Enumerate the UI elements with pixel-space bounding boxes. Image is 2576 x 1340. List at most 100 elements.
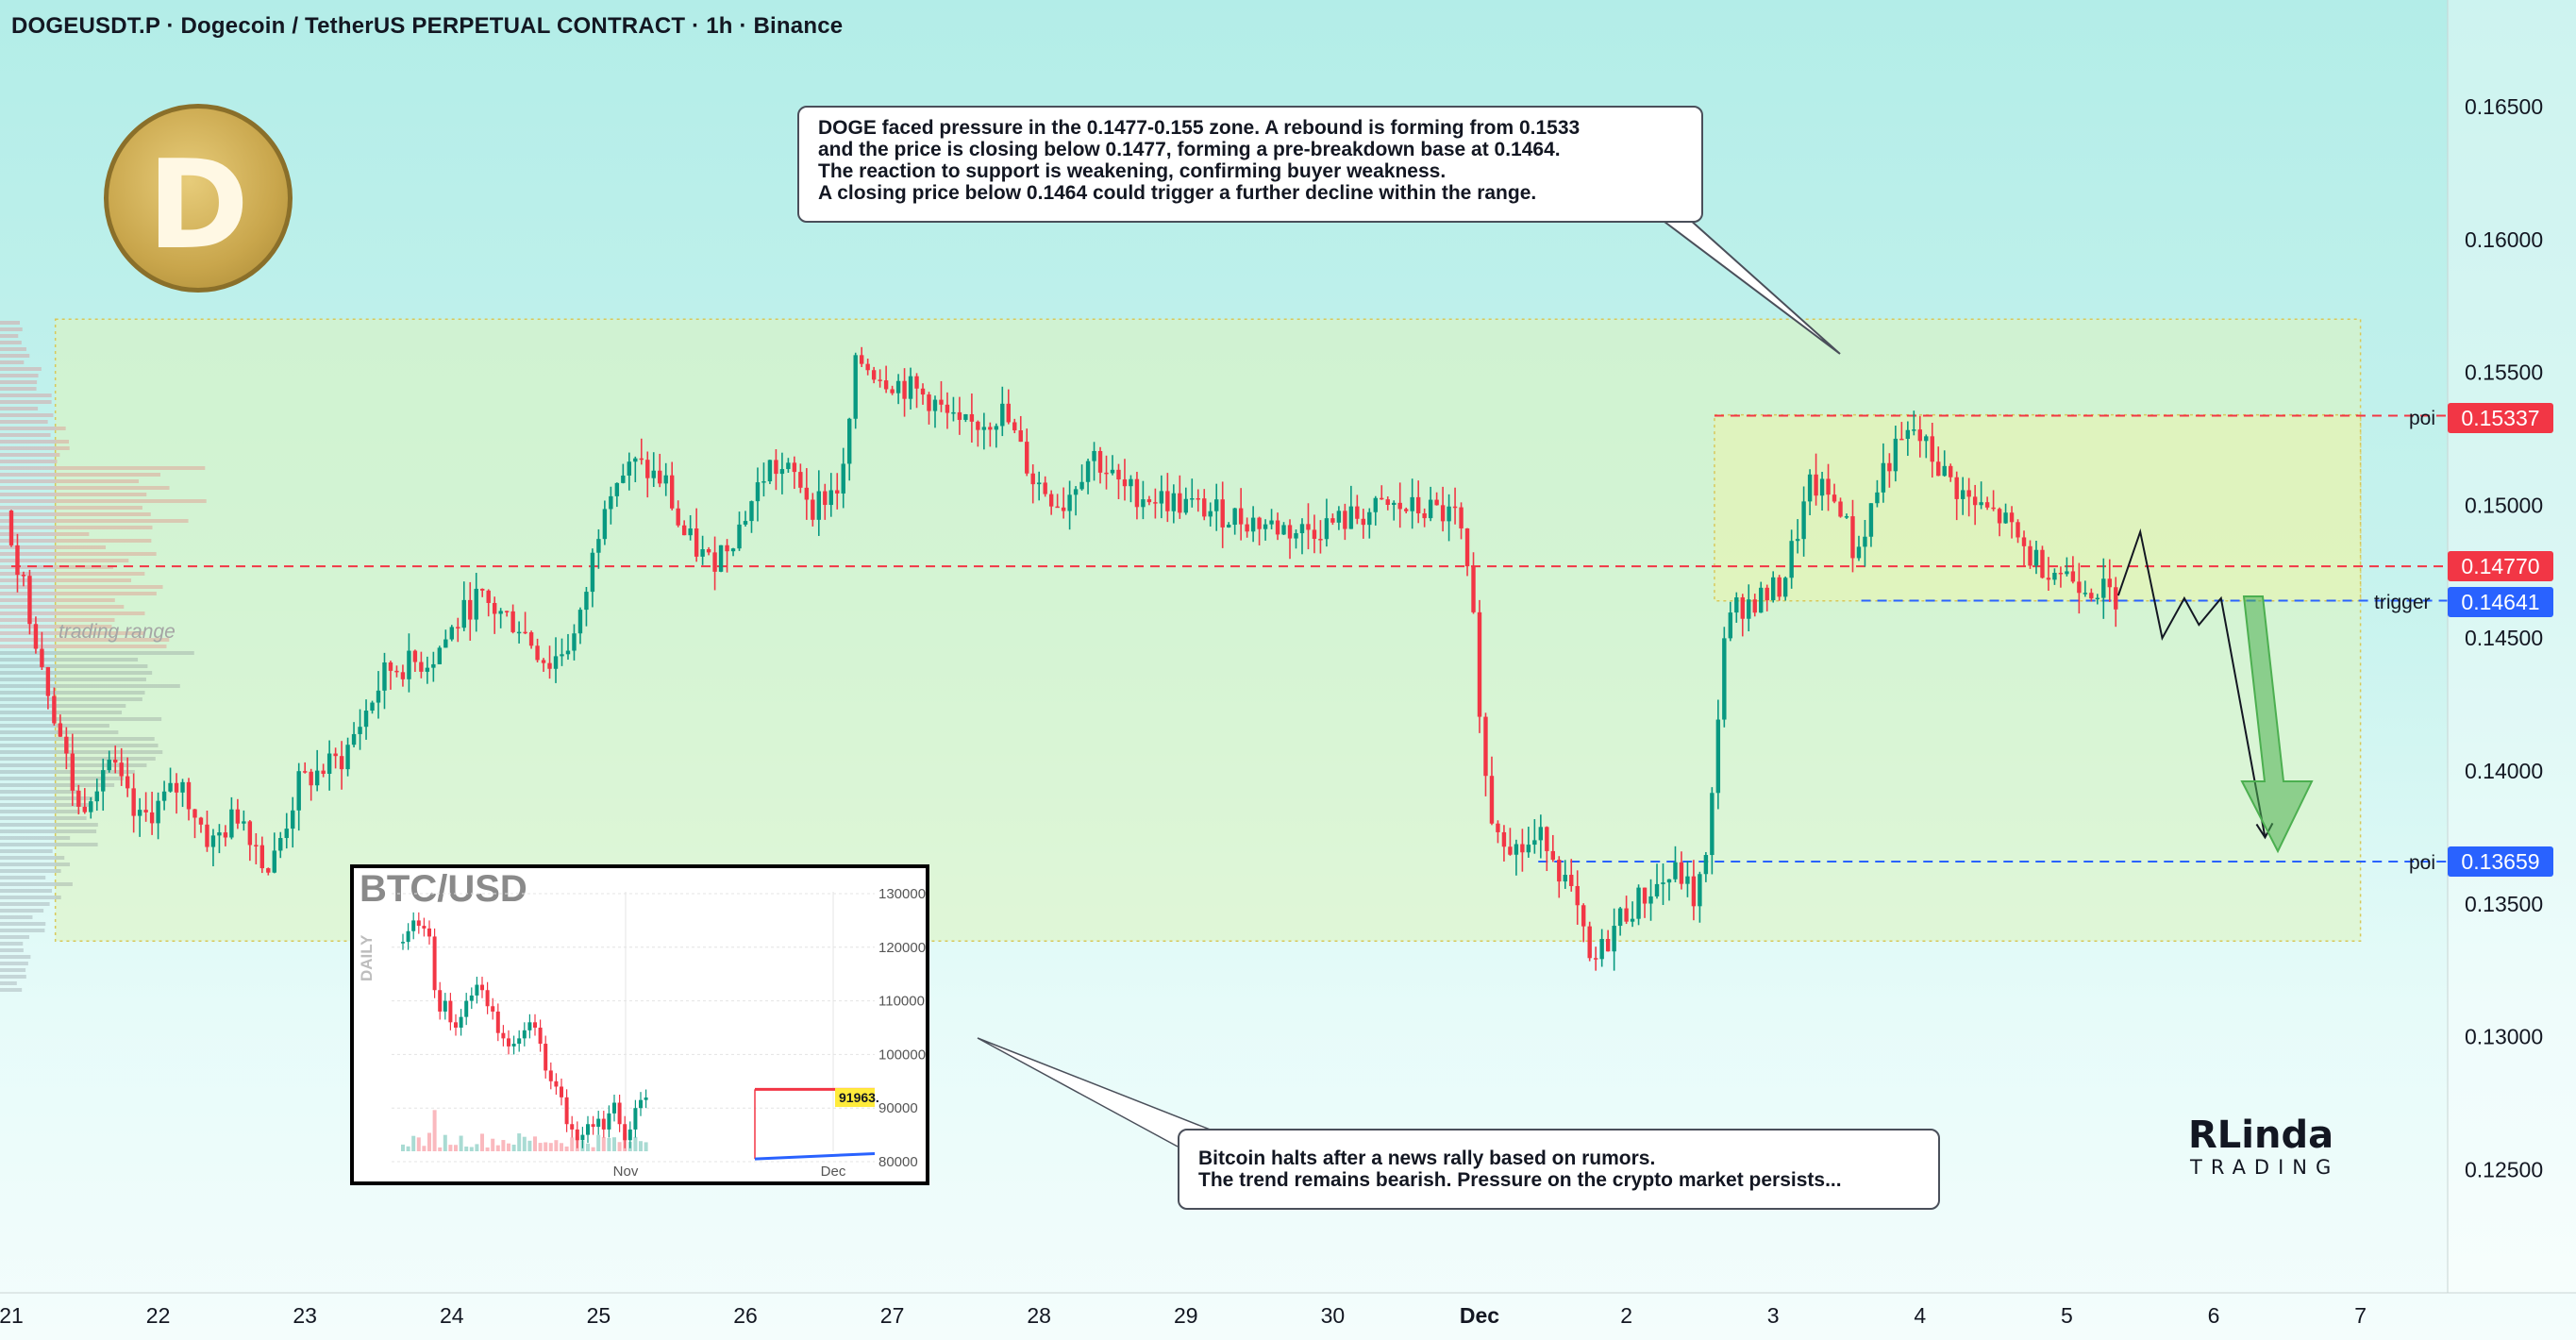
inset-candle-body bbox=[480, 984, 484, 991]
candle-body bbox=[743, 521, 748, 525]
candle-body bbox=[590, 552, 595, 593]
candle-body bbox=[774, 460, 778, 475]
inset-price-tag-bg bbox=[835, 1088, 875, 1108]
candle-body bbox=[670, 475, 675, 509]
volume-profile-bar bbox=[0, 678, 146, 681]
inset-candle-body bbox=[507, 1038, 510, 1047]
inset-volume-bar bbox=[527, 1140, 532, 1151]
inset-candle-body bbox=[591, 1124, 595, 1128]
candle-body bbox=[1734, 597, 1739, 613]
candle-body bbox=[547, 662, 552, 669]
candle-body bbox=[382, 662, 387, 691]
candle-body bbox=[1294, 533, 1298, 539]
volume-profile-bar bbox=[0, 770, 135, 774]
volume-profile-bar bbox=[0, 711, 123, 714]
volume-profile-bar bbox=[0, 645, 167, 648]
brand-logo: RLinda TRADING bbox=[2188, 1114, 2333, 1179]
time-tick-label: 21 bbox=[0, 1303, 24, 1328]
btc-callout: Bitcoin halts after a news rally based o… bbox=[1178, 1129, 1940, 1210]
inset-volume-bar bbox=[406, 1146, 410, 1151]
candle-body bbox=[1569, 875, 1574, 886]
chart-title: DOGEUSDT.P · Dogecoin / TetherUS PERPETU… bbox=[11, 13, 844, 39]
candle-body bbox=[1171, 493, 1177, 511]
candle-body bbox=[1471, 566, 1476, 612]
inset-volume-bar bbox=[533, 1136, 537, 1151]
candle-body bbox=[180, 781, 185, 793]
candle-body bbox=[1715, 719, 1721, 794]
candle-body bbox=[1410, 496, 1414, 511]
candle-body bbox=[1226, 525, 1231, 528]
callout-line: DOGE faced pressure in the 0.1477-0.155 … bbox=[818, 117, 1581, 139]
volume-profile-bar bbox=[0, 671, 153, 675]
candle-body bbox=[1220, 499, 1225, 528]
candle-body bbox=[1202, 498, 1207, 517]
callout-line: A closing price below 0.1464 could trigg… bbox=[818, 182, 1537, 204]
volume-profile-bar bbox=[0, 552, 157, 556]
candle-body bbox=[480, 588, 485, 591]
volume-profile-bar bbox=[0, 611, 145, 615]
candle-body bbox=[407, 650, 411, 679]
candle-body bbox=[2046, 578, 2051, 580]
time-tick-label: 29 bbox=[1174, 1303, 1198, 1328]
candle-body bbox=[1134, 478, 1140, 508]
candle-body bbox=[1330, 518, 1335, 523]
volume-profile-bar bbox=[0, 618, 115, 622]
candle-body bbox=[1844, 516, 1849, 518]
volume-profile-bar bbox=[0, 321, 21, 325]
inset-volume-bar bbox=[411, 1135, 416, 1151]
volume-profile-bar bbox=[0, 823, 98, 827]
level-label-trigger: trigger bbox=[2374, 592, 2431, 613]
candle-body bbox=[890, 389, 895, 394]
volume-profile-bar bbox=[0, 545, 107, 549]
candle-body bbox=[1110, 469, 1115, 474]
volume-profile-bar bbox=[0, 816, 87, 820]
candle-body bbox=[1899, 438, 1904, 441]
candle-body bbox=[584, 592, 589, 611]
candle-body bbox=[1581, 905, 1586, 927]
candle-body bbox=[1893, 438, 1899, 472]
volume-profile-bar bbox=[0, 433, 51, 437]
candle-body bbox=[1079, 481, 1084, 490]
volume-profile-bar bbox=[0, 915, 33, 919]
volume-profile-bar bbox=[0, 790, 78, 794]
volume-profile-bar bbox=[0, 658, 139, 662]
candle-body bbox=[1397, 502, 1402, 510]
candle-body bbox=[82, 806, 87, 812]
candle-body bbox=[1348, 506, 1354, 529]
candle-body bbox=[1642, 887, 1648, 904]
inset-candle-body bbox=[438, 990, 443, 1012]
candle-body bbox=[553, 656, 559, 669]
candle-body bbox=[621, 475, 626, 483]
candle-body bbox=[767, 460, 773, 482]
candle-body bbox=[149, 812, 155, 824]
candle-body bbox=[1343, 511, 1347, 529]
inset-volume-bar bbox=[554, 1140, 559, 1151]
inset-volume-bar bbox=[464, 1147, 469, 1151]
candle-body bbox=[1097, 450, 1103, 473]
candle-body bbox=[1550, 850, 1555, 861]
time-tick-label: 27 bbox=[880, 1303, 905, 1328]
candle-body bbox=[309, 771, 313, 786]
candle-body bbox=[1006, 403, 1011, 423]
inset-candle-body bbox=[517, 1038, 522, 1045]
candle-body bbox=[1710, 793, 1715, 856]
inset-candle-body bbox=[475, 984, 479, 996]
candle-body bbox=[1385, 499, 1390, 505]
callout-line: and the price is closing below 0.1477, f… bbox=[818, 139, 1561, 160]
candle-body bbox=[1905, 429, 1911, 440]
candle-body bbox=[1055, 506, 1060, 509]
candle-body bbox=[1801, 501, 1806, 540]
candle-body bbox=[1440, 505, 1446, 522]
volume-profile-bar bbox=[0, 909, 44, 913]
inset-candle-body bbox=[633, 1108, 638, 1130]
inset-volume-bar bbox=[448, 1145, 453, 1151]
volume-profile-bar bbox=[0, 360, 25, 364]
volume-profile-bar bbox=[0, 737, 155, 741]
candle-body bbox=[2016, 522, 2020, 538]
btc-inset-chart: BTC/USD DAILY 130000 120000 110000 100000 90… bbox=[350, 864, 929, 1185]
inset-volume-bar bbox=[570, 1137, 575, 1151]
inset-volume-bar bbox=[495, 1145, 500, 1151]
inset-volume-bar bbox=[548, 1143, 553, 1151]
candle-body bbox=[1232, 508, 1237, 526]
